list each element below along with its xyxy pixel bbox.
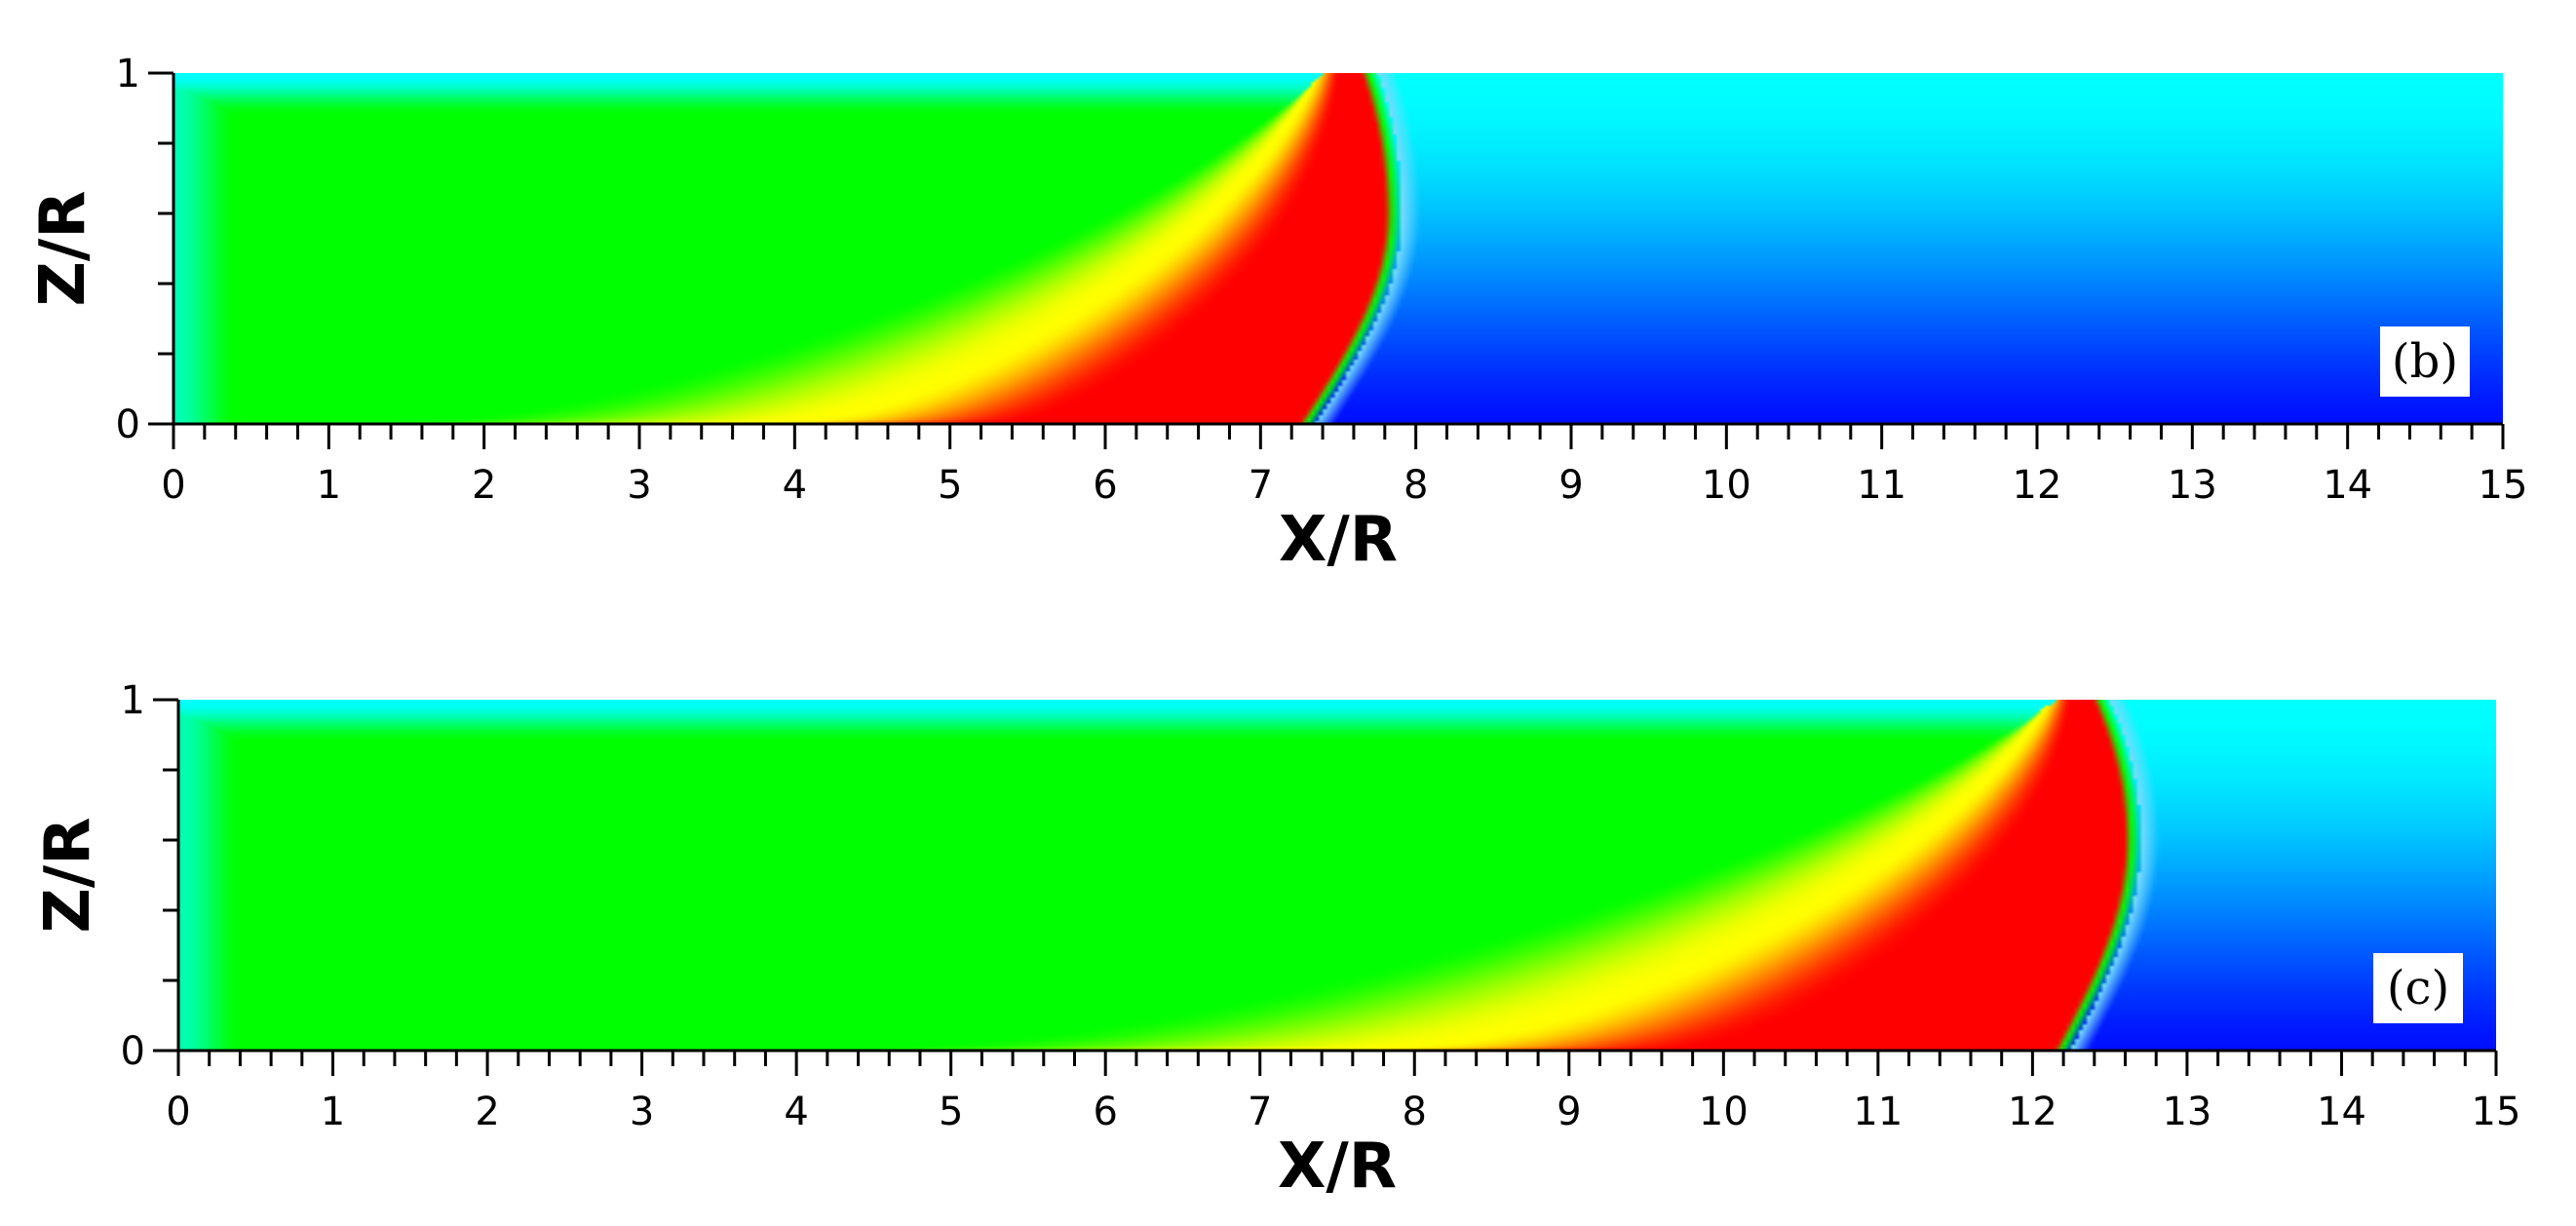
x-tick-label: 2 [472, 463, 496, 508]
x-tick-label: 11 [1853, 1090, 1903, 1134]
x-tick-label: 7 [1249, 463, 1273, 508]
x-tick-label: 13 [2162, 1090, 2211, 1134]
x-tick-label: 12 [2013, 463, 2062, 508]
x-tick-label: 10 [1699, 1090, 1749, 1134]
y-tick-label: 1 [116, 52, 140, 96]
x-tick-label: 1 [317, 463, 341, 508]
x-tick-label: 0 [161, 463, 185, 508]
x-tick-label: 10 [1702, 463, 1751, 508]
x-axis-title: X/R [1279, 504, 1398, 576]
panel-label: (b) [2392, 334, 2458, 389]
x-tick-label: 15 [2479, 463, 2528, 508]
x-tick-label: 12 [2008, 1090, 2057, 1134]
x-tick-label: 8 [1403, 1090, 1427, 1134]
x-tick-label: 14 [2323, 463, 2372, 508]
x-tick-label: 9 [1557, 1090, 1581, 1134]
x-tick-label: 5 [938, 463, 962, 508]
panel-label-box [2373, 953, 2463, 1023]
x-tick-label: 14 [2317, 1090, 2366, 1134]
x-tick-label: 11 [1857, 463, 1906, 508]
heatmap-field [173, 73, 2503, 424]
x-tick-label: 3 [627, 463, 651, 508]
panel-label-box [2380, 326, 2470, 397]
x-tick-label: 8 [1403, 463, 1428, 508]
panel-label: (c) [2387, 961, 2449, 1015]
x-tick-label: 0 [166, 1090, 190, 1134]
x-tick-label: 7 [1248, 1090, 1272, 1134]
x-axis-title: X/R [1278, 1130, 1397, 1203]
x-tick-label: 5 [939, 1090, 963, 1134]
x-tick-label: 6 [1093, 463, 1117, 508]
heatmap-field [178, 700, 2496, 1051]
x-tick-label: 1 [321, 1090, 345, 1134]
x-tick-label: 9 [1558, 463, 1583, 508]
y-axis-title: Z/R [32, 817, 104, 933]
x-tick-label: 6 [1093, 1090, 1117, 1134]
y-tick-label: 1 [121, 678, 145, 723]
x-tick-label: 13 [2168, 463, 2217, 508]
x-tick-label: 15 [2472, 1090, 2521, 1134]
y-tick-label: 0 [121, 1029, 145, 1074]
x-tick-label: 3 [630, 1090, 654, 1134]
y-axis-title: Z/R [27, 190, 99, 306]
x-tick-label: 4 [784, 1090, 808, 1134]
x-tick-label: 2 [475, 1090, 499, 1134]
x-tick-label: 4 [783, 463, 807, 508]
y-tick-label: 0 [116, 402, 140, 447]
